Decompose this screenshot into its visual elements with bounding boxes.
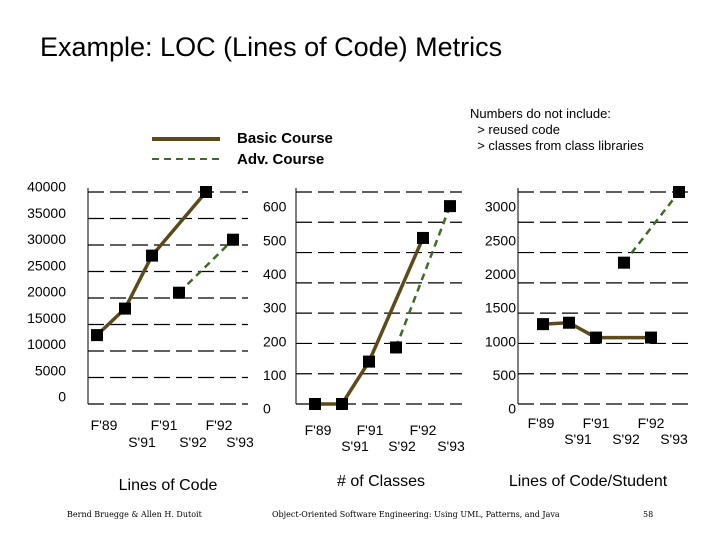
data-point-adv <box>444 200 456 213</box>
y-tick-label: 2000 <box>485 266 516 282</box>
y-tick-label: 2500 <box>485 232 516 248</box>
series-line-adv <box>623 191 680 264</box>
x-tick-label: F'89 <box>528 415 555 431</box>
x-tick-label: F'91 <box>357 422 384 438</box>
footer-authors: Bernd Bruegge & Allen H. Dutoit <box>67 510 202 519</box>
y-tick-label: 300 <box>263 300 287 316</box>
y-tick-label: 1000 <box>485 333 516 349</box>
x-tick-label: F'89 <box>305 422 332 438</box>
data-point-basic <box>645 331 657 344</box>
data-point-basic <box>200 186 212 198</box>
data-point-adv <box>673 186 685 198</box>
y-tick-label: 20000 <box>27 284 66 300</box>
x-axis-title: Lines of Code/Student <box>509 473 668 490</box>
y-tick-label: 1500 <box>485 300 516 316</box>
series-line-basic <box>542 320 651 340</box>
x-axis-title: Lines of Code <box>119 477 218 494</box>
series-line-basic <box>315 237 425 406</box>
x-tick-label: F'92 <box>638 415 665 431</box>
y-tick-label: 0 <box>58 389 66 405</box>
y-tick-label: 400 <box>263 266 287 282</box>
series-line-basic <box>95 190 208 337</box>
x-tick-label: S'93 <box>660 431 688 447</box>
data-point-basic <box>417 231 429 244</box>
data-point-adv <box>390 341 402 354</box>
x-tick-label: S'91 <box>128 434 156 450</box>
data-point-basic <box>91 329 103 342</box>
y-tick-label: 100 <box>263 367 287 383</box>
x-tick-label: S'92 <box>388 438 416 454</box>
x-tick-label: S'92 <box>612 431 640 447</box>
y-tick-label: 0 <box>508 401 516 417</box>
footer-page-number: 58 <box>643 510 654 519</box>
y-tick-label: 500 <box>493 367 517 383</box>
y-tick-label: 500 <box>263 232 287 248</box>
data-point-basic <box>590 331 602 344</box>
legend-label-adv: Adv. Course <box>237 151 325 168</box>
y-tick-label: 35000 <box>27 205 66 221</box>
x-axis-title: # of Classes <box>337 473 425 490</box>
page-title: Example: LOC (Lines of Code) Metrics <box>40 32 503 62</box>
y-tick-label: 40000 <box>27 179 66 195</box>
footer-book: Object-Oriented Software Engineering: Us… <box>272 510 560 519</box>
x-tick-label: S'93 <box>226 434 254 450</box>
chart-panel: 0 500 1000 1500 2000 2500 3000 F'89 F'91 F'92 S'91… <box>485 186 693 490</box>
y-tick-label: 0 <box>263 401 271 417</box>
y-tick-label: 25000 <box>27 257 66 273</box>
data-point-basic <box>336 398 348 410</box>
y-tick-label: 10000 <box>27 336 66 352</box>
y-tick-label: 200 <box>263 333 287 349</box>
x-tick-label: S'93 <box>437 438 465 454</box>
data-point-adv <box>173 286 185 299</box>
x-tick-label: S'91 <box>564 431 592 447</box>
y-tick-label: 600 <box>263 199 287 215</box>
data-point-basic <box>309 398 321 410</box>
data-point-basic <box>537 318 549 331</box>
x-tick-label: S'92 <box>179 434 207 450</box>
data-point-adv <box>618 256 630 269</box>
data-point-adv <box>227 233 239 246</box>
x-tick-label: F'91 <box>583 415 610 431</box>
y-tick-label: 3000 <box>485 199 516 215</box>
series-line-adv <box>178 238 234 294</box>
data-point-basic <box>563 316 575 329</box>
chart-panel: 0 100 200 300 400 500 600 F'89 F'91 F'92 S'91 S'92 S… <box>263 188 465 490</box>
x-tick-label: F'92 <box>206 417 233 433</box>
series-line-adv <box>394 205 452 348</box>
y-tick-label: 30000 <box>27 231 66 247</box>
x-tick-label: F'89 <box>91 417 118 433</box>
data-point-basic <box>363 355 375 368</box>
x-tick-label: S'91 <box>341 438 369 454</box>
x-tick-label: F'91 <box>151 417 178 433</box>
chart-panel: 0 5000 10000 15000 20000 25000 30000 35000 40000… <box>27 179 254 494</box>
exclusions-note: Numbers do not include: > reused code > … <box>470 106 644 153</box>
legend-label-basic: Basic Course <box>237 130 333 147</box>
y-tick-label: 5000 <box>35 362 66 378</box>
y-tick-label: 15000 <box>27 310 66 326</box>
x-tick-label: F'92 <box>410 422 437 438</box>
data-point-basic <box>119 302 131 315</box>
data-point-basic <box>146 249 158 262</box>
